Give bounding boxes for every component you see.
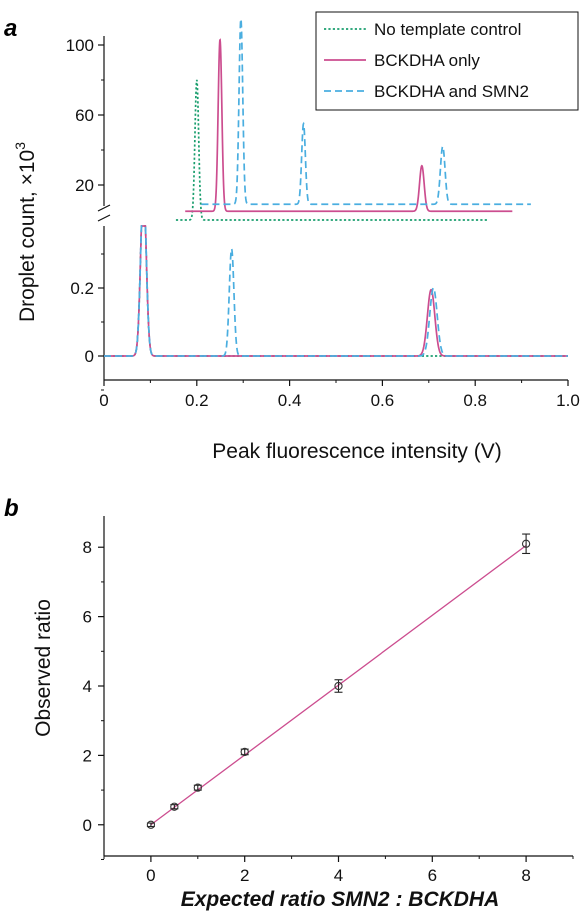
panel-b-data-point bbox=[146, 820, 156, 829]
panel-b-plot: 0 2 4 6 8 0 2 4 6 8 bbox=[83, 516, 574, 885]
panel-a-axis-break-mark bbox=[97, 204, 111, 212]
panel-b-x-tick-label: 8 bbox=[521, 866, 530, 885]
panel-a-x-tick-label: 0 bbox=[99, 391, 108, 410]
panel-b-y-axis-title: Observed ratio bbox=[32, 599, 55, 737]
panel-b-y-tick-label: 2 bbox=[83, 746, 92, 765]
panel-b-data-point bbox=[170, 802, 179, 811]
panel-a-x-tick-label: 0.8 bbox=[463, 391, 487, 410]
panel-a-legend: No template control BCKDHA only BCKDHA and… bbox=[315, 11, 579, 111]
panel-a-x-tick-label: 0.2 bbox=[185, 391, 209, 410]
panel-b-data-point bbox=[334, 681, 343, 691]
legend-label: BCKDHA only bbox=[374, 51, 480, 70]
panel-a-letter: a bbox=[4, 15, 17, 42]
panel-a-axis-break-mark bbox=[97, 214, 111, 222]
panel-a-x-tick-label: 1.0 bbox=[556, 391, 580, 410]
panel-a-y-tick-label: 20 bbox=[75, 176, 94, 195]
panel-b-y-tick-label: 6 bbox=[83, 608, 92, 627]
panel-b-x-tick-label: 2 bbox=[240, 866, 249, 885]
panel-a-y-tick-label: 60 bbox=[75, 106, 94, 125]
legend-label: BCKDHA and SMN2 bbox=[374, 82, 529, 101]
panel-a-upper-trace bbox=[185, 38, 513, 213]
panel-b-y-tick-label: 0 bbox=[83, 816, 92, 835]
panel-a-upper-trace bbox=[175, 79, 490, 221]
panel-b-x-tick-label: 4 bbox=[334, 866, 343, 885]
panel-a-y-tick-label: 0 bbox=[85, 347, 94, 366]
panel-b-data-point bbox=[193, 783, 202, 792]
panel-b-y-tick-label: 8 bbox=[83, 538, 92, 557]
panel-b-data-point bbox=[521, 539, 531, 548]
panel-a-x-axis-title: Peak fluorescence intensity (V) bbox=[212, 440, 501, 463]
panel-a-plot: 0 0.2 0.4 0.6 0.8 1.0 0 0.2 20 60 100 No template c… bbox=[66, 11, 580, 410]
panel-a-lower-trace bbox=[104, 225, 568, 357]
panel-a-lower-trace bbox=[104, 225, 568, 357]
panel-b-x-axis-title: Expected ratio SMN2 : BCKDHA bbox=[181, 888, 500, 911]
panel-b-x-tick-label: 0 bbox=[146, 866, 155, 885]
panel-b-y-tick-label: 4 bbox=[83, 677, 92, 696]
panel-a-x-tick-label: 0.4 bbox=[278, 391, 302, 410]
panel-b-x-tick-label: 6 bbox=[428, 866, 437, 885]
panel-b-letter: b bbox=[4, 495, 19, 522]
panel-a-y-axis-title: Droplet count, ×103 bbox=[12, 142, 39, 322]
panel-a-upper-trace bbox=[201, 17, 531, 206]
panel-a-y-tick-label: 0.2 bbox=[70, 279, 94, 298]
panel-b-data-point bbox=[240, 747, 249, 757]
panel-a-lower-trace bbox=[104, 225, 568, 357]
panel-a-y-tick-label: 100 bbox=[66, 36, 94, 55]
legend-label: No template control bbox=[374, 20, 521, 39]
panel-a-x-tick-label: 0.6 bbox=[371, 391, 395, 410]
